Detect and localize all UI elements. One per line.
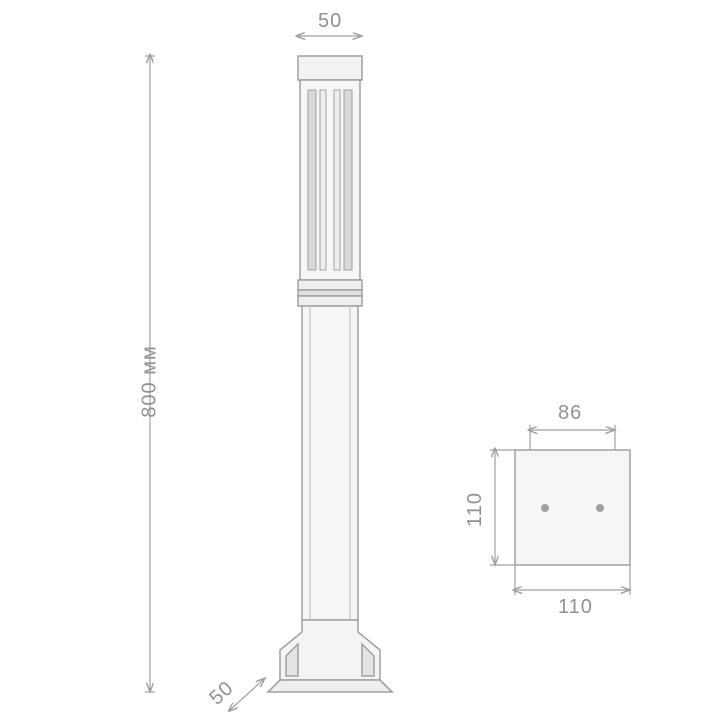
- band-groove: [298, 290, 362, 296]
- dim-plan-top-label: 86: [558, 402, 582, 425]
- mounting-hole-left: [541, 504, 549, 512]
- dim-plan-bottom-label: 110: [558, 596, 593, 619]
- dim-height-label: 800 мм: [139, 327, 162, 437]
- band-upper: [298, 280, 362, 290]
- dim-plan-left-label: 110: [464, 492, 487, 527]
- base: [268, 620, 392, 692]
- cap: [298, 56, 362, 80]
- band-lower: [298, 296, 362, 306]
- dim-top-width-label: 50: [318, 10, 342, 33]
- base-plan: [515, 450, 630, 565]
- mounting-hole-right: [596, 504, 604, 512]
- bollard-elevation: [268, 56, 392, 692]
